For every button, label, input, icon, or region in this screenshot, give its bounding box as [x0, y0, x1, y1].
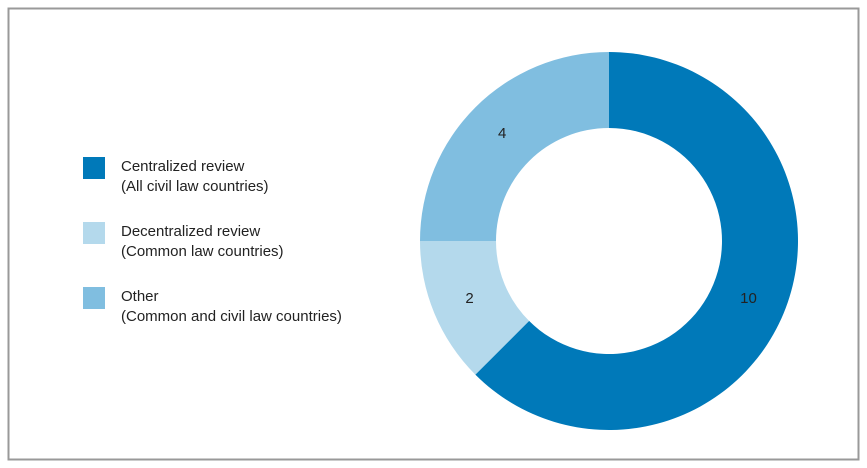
data-label: 10 — [740, 290, 757, 307]
legend-label: Other — [121, 288, 159, 305]
legend-label: (Common and civil law countries) — [121, 308, 342, 325]
legend-swatch — [83, 157, 105, 179]
legend-swatch — [83, 287, 105, 309]
donut-segment — [420, 241, 530, 375]
donut-segment — [420, 52, 609, 241]
legend-label: Decentralized review — [121, 223, 260, 240]
donut-segment — [475, 52, 798, 430]
legend-label: (All civil law countries) — [121, 178, 269, 195]
data-label: 2 — [465, 290, 473, 307]
legend-label: (Common law countries) — [121, 243, 284, 260]
legend-swatch — [83, 222, 105, 244]
data-label: 4 — [498, 125, 506, 142]
legend-label: Centralized review — [121, 158, 245, 175]
